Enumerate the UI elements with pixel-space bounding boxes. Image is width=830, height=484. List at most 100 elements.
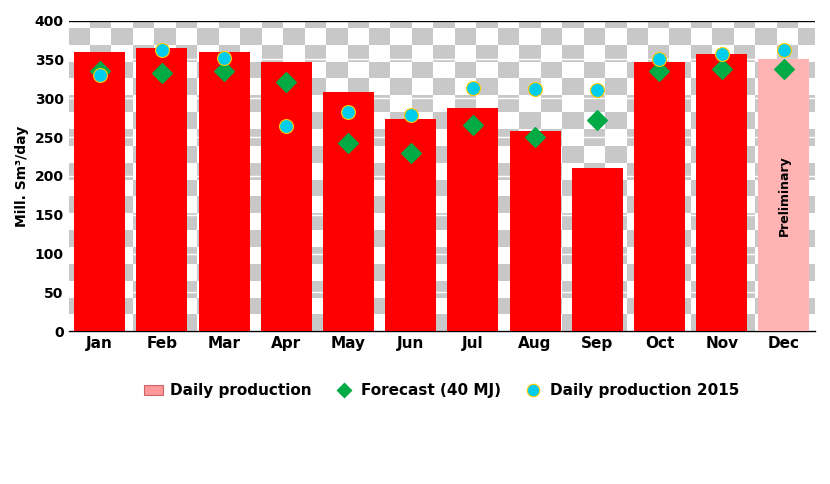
Bar bbox=[154, 45, 176, 61]
Bar bbox=[369, 95, 390, 112]
Bar bbox=[627, 264, 648, 281]
Bar bbox=[670, 146, 691, 163]
Point bbox=[591, 86, 604, 93]
Bar bbox=[261, 78, 283, 95]
Bar bbox=[498, 264, 520, 281]
Bar bbox=[562, 129, 583, 146]
Bar bbox=[583, 298, 605, 315]
Bar bbox=[734, 298, 755, 315]
Bar bbox=[305, 163, 326, 180]
Bar bbox=[326, 0, 348, 11]
Bar bbox=[390, 163, 412, 180]
Bar bbox=[90, 78, 111, 95]
Bar bbox=[520, 45, 540, 61]
Bar bbox=[240, 298, 261, 315]
Point bbox=[93, 67, 106, 75]
Bar bbox=[133, 197, 154, 213]
Bar bbox=[69, 180, 90, 197]
Bar bbox=[498, 11, 520, 28]
Bar bbox=[696, 54, 747, 332]
Bar bbox=[283, 129, 305, 146]
Bar bbox=[455, 146, 476, 163]
Bar bbox=[69, 298, 90, 315]
Bar bbox=[634, 62, 685, 332]
Bar bbox=[111, 45, 133, 61]
Bar bbox=[455, 95, 476, 112]
Bar bbox=[90, 247, 111, 264]
Bar bbox=[176, 112, 198, 129]
Bar bbox=[390, 315, 412, 332]
Bar bbox=[261, 264, 283, 281]
Bar bbox=[240, 129, 261, 146]
Bar bbox=[691, 78, 712, 95]
Bar bbox=[455, 281, 476, 298]
Bar bbox=[261, 0, 283, 11]
Bar bbox=[305, 281, 326, 298]
Bar bbox=[412, 0, 433, 11]
Bar bbox=[510, 131, 560, 332]
Bar bbox=[69, 11, 90, 28]
Bar bbox=[605, 61, 627, 78]
Bar bbox=[820, 78, 830, 95]
Bar bbox=[369, 163, 390, 180]
Bar bbox=[498, 28, 520, 45]
Bar bbox=[562, 95, 583, 112]
Bar bbox=[305, 129, 326, 146]
Bar bbox=[90, 0, 111, 11]
Bar bbox=[755, 78, 777, 95]
Bar bbox=[433, 298, 455, 315]
Bar bbox=[90, 11, 111, 28]
Bar bbox=[69, 95, 90, 112]
Bar bbox=[219, 230, 240, 247]
Bar bbox=[755, 281, 777, 298]
Bar bbox=[520, 146, 540, 163]
Bar bbox=[326, 281, 348, 298]
Bar bbox=[390, 213, 412, 230]
Bar bbox=[520, 298, 540, 315]
Bar bbox=[111, 298, 133, 315]
Bar bbox=[540, 129, 562, 146]
Bar bbox=[176, 78, 198, 95]
Bar bbox=[540, 146, 562, 163]
Bar bbox=[326, 264, 348, 281]
Bar bbox=[777, 281, 798, 298]
Bar bbox=[455, 230, 476, 247]
Bar bbox=[240, 61, 261, 78]
Bar bbox=[176, 213, 198, 230]
Point bbox=[715, 50, 729, 58]
Bar bbox=[476, 0, 498, 11]
Bar bbox=[390, 45, 412, 61]
Bar bbox=[283, 163, 305, 180]
Bar bbox=[390, 95, 412, 112]
Bar bbox=[734, 112, 755, 129]
Bar bbox=[455, 129, 476, 146]
Bar bbox=[712, 0, 734, 11]
Bar bbox=[670, 28, 691, 45]
Bar bbox=[305, 78, 326, 95]
Bar bbox=[734, 146, 755, 163]
Bar bbox=[219, 315, 240, 332]
Bar bbox=[69, 0, 90, 11]
Point bbox=[404, 149, 417, 156]
Bar bbox=[562, 112, 583, 129]
Bar bbox=[562, 281, 583, 298]
Bar bbox=[305, 95, 326, 112]
Bar bbox=[305, 45, 326, 61]
Bar bbox=[283, 112, 305, 129]
Bar bbox=[777, 112, 798, 129]
Bar bbox=[219, 95, 240, 112]
Bar bbox=[390, 180, 412, 197]
Point bbox=[777, 46, 790, 54]
Bar bbox=[133, 112, 154, 129]
Bar bbox=[691, 298, 712, 315]
Bar bbox=[261, 281, 283, 298]
Bar bbox=[498, 247, 520, 264]
Bar bbox=[219, 129, 240, 146]
Bar bbox=[562, 78, 583, 95]
Bar bbox=[283, 78, 305, 95]
Bar bbox=[323, 92, 374, 332]
Bar bbox=[691, 11, 712, 28]
Bar bbox=[476, 247, 498, 264]
Bar bbox=[648, 264, 670, 281]
Bar bbox=[476, 281, 498, 298]
